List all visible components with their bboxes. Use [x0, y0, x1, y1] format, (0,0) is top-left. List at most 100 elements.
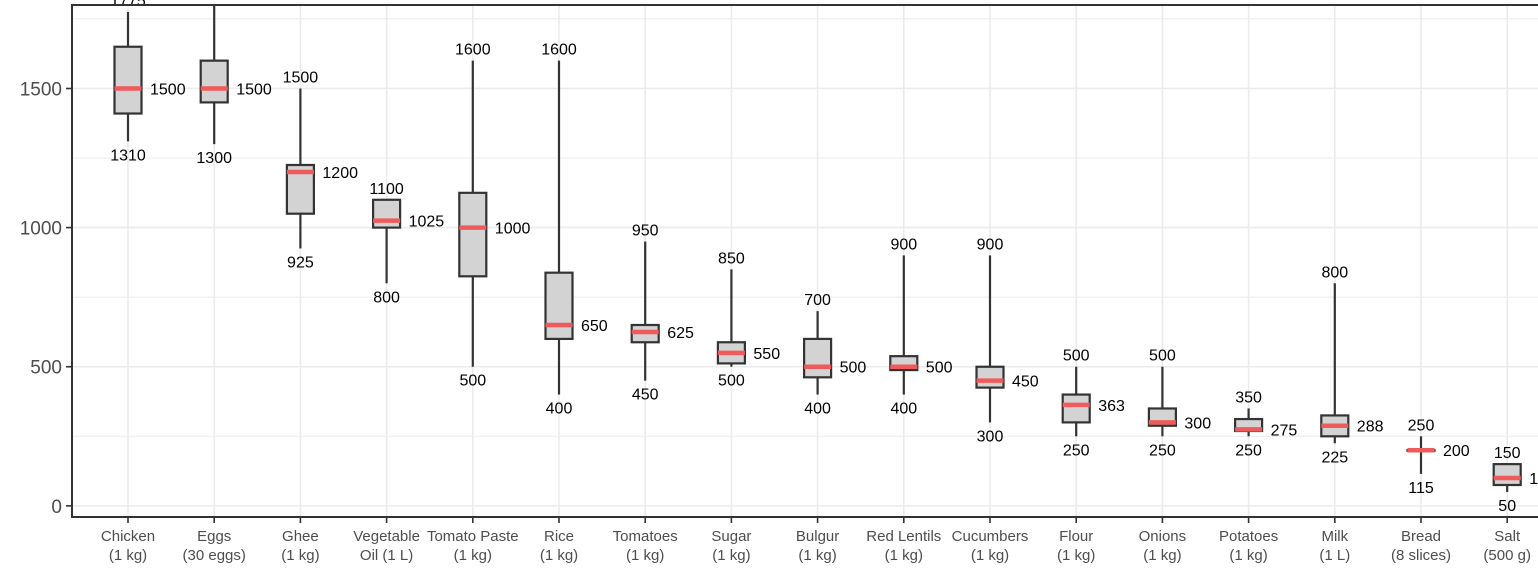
box-8 [804, 311, 831, 394]
max-label: 900 [890, 236, 917, 253]
max-label: 850 [718, 250, 745, 267]
x-tick-label: Red Lentils [866, 528, 941, 545]
x-tick-label: Tomato Paste [427, 528, 519, 545]
box-10 [977, 255, 1004, 422]
y-tick-label: 500 [30, 358, 62, 379]
box-16 [1494, 464, 1521, 492]
box-7 [718, 269, 745, 366]
min-label: 450 [632, 387, 659, 404]
x-tick-label: Potatoes [1219, 528, 1278, 545]
x-tick-label: Flour [1059, 528, 1093, 545]
box-body [546, 273, 573, 339]
box-body [459, 193, 486, 276]
box-14 [1321, 283, 1348, 443]
min-label: 800 [373, 289, 400, 306]
box-0 [115, 12, 142, 141]
median-label: 363 [1098, 398, 1125, 415]
min-label: 925 [287, 254, 314, 271]
median-label: 1200 [322, 165, 358, 182]
x-tick-label: Rice [544, 528, 574, 545]
median-label: 300 [1184, 415, 1211, 432]
box-1 [201, 5, 228, 144]
max-label: 950 [632, 223, 659, 240]
x-tick-label: Eggs [197, 528, 231, 545]
x-tick-label-unit: (1 kg) [109, 547, 147, 564]
box-body [977, 367, 1004, 388]
median-label: 100 [1529, 471, 1538, 488]
box-body [1063, 395, 1090, 423]
median-label: 450 [1012, 374, 1039, 391]
x-tick-label-unit: (1 kg) [1143, 547, 1181, 564]
median-label: 275 [1271, 422, 1298, 439]
max-label: 900 [977, 236, 1004, 253]
x-tick-label-unit: (1 kg) [971, 547, 1009, 564]
min-label: 115 [1408, 480, 1434, 497]
x-tick-label-unit: (1 kg) [540, 547, 578, 564]
x-tick-label-unit: (1 kg) [281, 547, 319, 564]
box-body [373, 200, 400, 228]
min-label: 500 [459, 373, 486, 390]
min-label: 225 [1321, 449, 1348, 466]
max-label: 350 [1235, 389, 1262, 406]
box-12 [1149, 367, 1176, 437]
x-tick-label-unit: (1 kg) [626, 547, 664, 564]
max-label: 250 [1408, 417, 1435, 434]
x-tick-label: Chicken [101, 528, 155, 545]
box-body [115, 47, 142, 114]
x-tick-label-unit: (1 kg) [885, 547, 923, 564]
x-tick-label: Bread [1401, 528, 1441, 545]
box-4 [459, 61, 486, 367]
x-tick-label-unit: (500 g) [1483, 547, 1531, 564]
box-2 [287, 88, 314, 248]
max-label: 500 [1149, 348, 1176, 365]
box-6 [632, 242, 659, 381]
median-label: 500 [926, 360, 953, 377]
box-body [1494, 464, 1521, 485]
max-label: 1600 [541, 42, 577, 59]
x-tick-label: Bulgur [796, 528, 839, 545]
median-label: 200 [1443, 443, 1470, 460]
x-tick-label-unit: (1 kg) [1229, 547, 1267, 564]
median-label: 1500 [150, 81, 186, 98]
x-tick-label-unit: (1 kg) [454, 547, 492, 564]
max-label: 700 [804, 292, 831, 309]
max-label: 1600 [455, 42, 491, 59]
max-label: 1800 [196, 0, 232, 3]
x-tick-label-unit: (1 kg) [798, 547, 836, 564]
x-tick-label: Tomatoes [613, 528, 678, 545]
max-label: 500 [1063, 348, 1090, 365]
median-label: 550 [753, 346, 780, 363]
min-label: 50 [1498, 498, 1516, 515]
median-label: 650 [581, 318, 608, 335]
box-11 [1063, 367, 1090, 437]
box-body [804, 339, 831, 377]
data-labels: 1775150013101800150013001500120092511001… [110, 0, 1538, 515]
min-label: 1310 [110, 147, 146, 164]
x-tick-label: Onions [1139, 528, 1187, 545]
y-tick-label: 0 [51, 497, 62, 518]
min-label: 250 [1235, 442, 1262, 459]
x-tick-label-unit: (30 eggs) [183, 547, 246, 564]
y-tick-label: 1000 [20, 219, 62, 240]
median-label: 500 [840, 360, 867, 377]
x-tick-label-unit: (8 slices) [1391, 547, 1451, 564]
min-label: 300 [977, 428, 1004, 445]
min-label: 250 [1149, 442, 1176, 459]
x-tick-label: Ghee [282, 528, 319, 545]
max-label: 150 [1494, 445, 1521, 462]
box-9 [890, 255, 917, 394]
x-tick-label-unit: (1 L) [1319, 547, 1350, 564]
box-body [201, 61, 228, 103]
box-3 [373, 200, 400, 283]
min-label: 400 [890, 401, 917, 418]
x-tick-label: Vegetable [353, 528, 420, 545]
x-tick-label: Salt [1494, 528, 1521, 545]
median-label: 625 [667, 325, 694, 342]
y-tick-label: 1500 [20, 79, 62, 100]
median-label: 1500 [236, 81, 272, 98]
x-tick-label: Milk [1321, 528, 1348, 545]
min-label: 250 [1063, 442, 1090, 459]
x-tick-label-unit: (1 kg) [1057, 547, 1095, 564]
max-label: 800 [1321, 264, 1348, 281]
